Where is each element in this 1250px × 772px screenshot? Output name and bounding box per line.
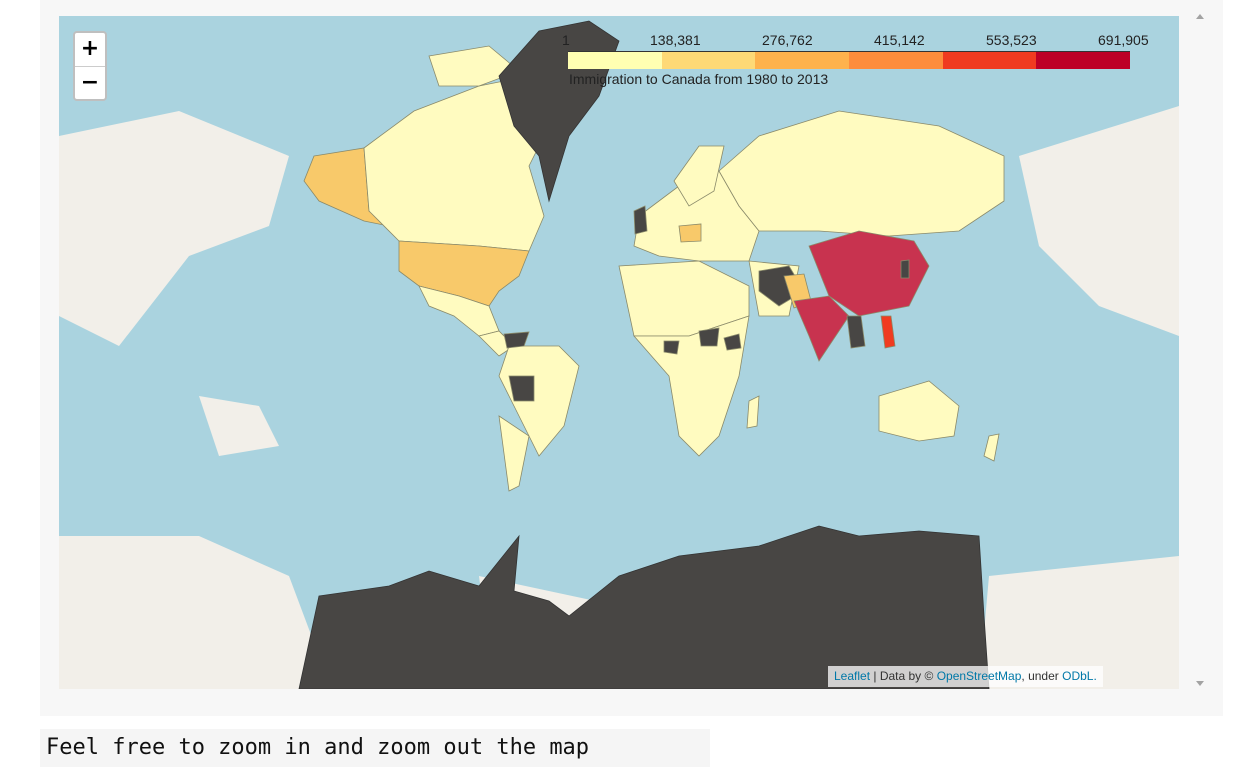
markdown-note: Feel free to zoom in and zoom out the ma… xyxy=(40,729,710,767)
odbl-link[interactable]: ODbL. xyxy=(1062,669,1097,683)
osm-link[interactable]: OpenStreetMap xyxy=(936,669,1022,683)
country-australia[interactable] xyxy=(878,380,960,442)
country-usa xyxy=(398,240,530,307)
choropleth-map[interactable] xyxy=(59,16,1179,689)
country-bolivia xyxy=(508,375,535,402)
legend-tick: 691,905 xyxy=(1098,32,1149,48)
country-canada xyxy=(363,75,560,252)
legend-swatch xyxy=(755,52,850,69)
color-legend: 1 138,381 276,762 415,142 553,523 691,90… xyxy=(562,32,1162,92)
country-venezuela xyxy=(503,331,530,349)
legend-tick: 415,142 xyxy=(874,32,925,48)
asia[interactable] xyxy=(718,110,1005,362)
country-scandinavia xyxy=(673,145,725,207)
europe[interactable] xyxy=(633,145,760,262)
south-america[interactable] xyxy=(498,331,580,492)
region-antarctica[interactable] xyxy=(298,525,990,689)
country-sudan xyxy=(698,327,720,347)
attribution-under: , under xyxy=(1021,669,1063,683)
zoom-out-button[interactable]: − xyxy=(80,70,100,95)
legend-tick: 553,523 xyxy=(986,32,1037,48)
zoom-control: + − xyxy=(73,31,107,101)
scroll-up-icon[interactable] xyxy=(1196,14,1204,19)
legend-swatch xyxy=(849,52,943,69)
zoom-in-button[interactable]: + xyxy=(75,33,105,67)
country-brazil xyxy=(498,345,580,457)
country-poland xyxy=(678,223,702,243)
country-korea xyxy=(900,259,910,279)
legend-swatch xyxy=(568,52,662,69)
legend-caption: Immigration to Canada from 1980 to 2013 xyxy=(569,71,829,87)
legend-tick: 1 xyxy=(562,32,570,48)
output-scrollbar[interactable] xyxy=(1191,4,1209,694)
country-russia xyxy=(718,110,1005,237)
country-canada-arctic xyxy=(428,45,520,87)
leaflet-link[interactable]: Leaflet xyxy=(834,669,871,683)
map-attribution: Leaflet | Data by © OpenStreetMap, under… xyxy=(828,666,1103,687)
country-nigeria xyxy=(663,340,680,355)
country-ethiopia xyxy=(723,333,742,351)
country-india xyxy=(793,295,850,362)
map-canvas[interactable] xyxy=(59,16,1179,689)
scroll-down-icon[interactable] xyxy=(1196,681,1204,686)
country-new-zealand[interactable] xyxy=(983,433,1000,462)
country-philippines xyxy=(880,315,896,349)
legend-swatch xyxy=(661,52,756,69)
africa[interactable] xyxy=(618,260,760,457)
legend-color-bar xyxy=(568,51,1131,69)
legend-swatch xyxy=(942,52,1037,69)
country-madagascar xyxy=(746,395,760,429)
legend-tick: 138,381 xyxy=(650,32,701,48)
attribution-sep: | Data by © xyxy=(870,669,937,683)
country-argentina xyxy=(498,415,530,492)
country-uk xyxy=(633,205,648,235)
legend-swatch xyxy=(1036,52,1131,69)
country-china xyxy=(808,230,930,317)
country-indochina xyxy=(846,315,866,349)
north-america[interactable] xyxy=(303,45,560,357)
legend-tick: 276,762 xyxy=(762,32,813,48)
